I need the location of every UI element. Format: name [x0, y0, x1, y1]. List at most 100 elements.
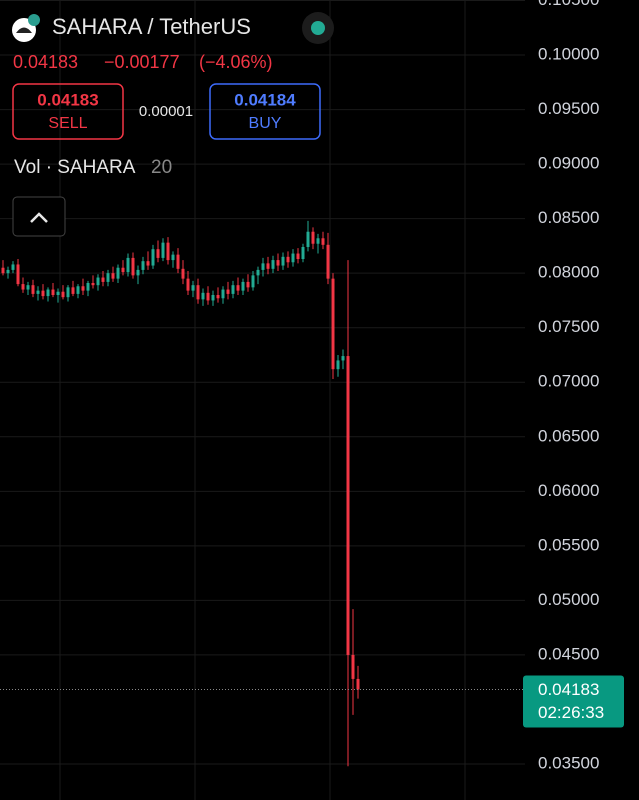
candle-body — [161, 242, 165, 258]
candle-body — [201, 292, 205, 300]
candle-body — [41, 290, 45, 297]
chevron-up — [30, 212, 48, 223]
candle-body — [336, 360, 340, 370]
candle-body — [16, 264, 20, 285]
countdown: 02:26:33 — [538, 703, 604, 722]
candle-body — [316, 238, 320, 244]
last-price-label: 0.04183 — [538, 680, 599, 699]
candle-body — [271, 260, 275, 269]
candle-body — [36, 290, 40, 294]
candle-body — [176, 254, 180, 269]
candle-body — [186, 278, 190, 291]
candle-body — [101, 277, 105, 282]
candle-body — [341, 356, 345, 361]
candle-body — [356, 678, 360, 690]
candle-body — [171, 254, 175, 261]
candle-body — [156, 249, 160, 258]
buy-price: 0.04184 — [234, 90, 296, 109]
y-tick-label: 0.08000 — [538, 263, 599, 282]
market-status — [311, 21, 325, 35]
candle-body — [31, 285, 35, 294]
spread: 0.00001 — [139, 103, 193, 120]
candle-body — [111, 273, 115, 279]
coin-logo-mark — [16, 27, 32, 33]
candle-body — [91, 282, 95, 286]
candle-body — [311, 231, 315, 244]
last-price: 0.04183 — [13, 52, 78, 72]
exchange-badge — [28, 14, 40, 26]
buy-button[interactable] — [209, 83, 321, 140]
y-tick-label: 0.05000 — [538, 590, 599, 609]
candle-body — [231, 285, 235, 294]
candle-body — [81, 286, 85, 291]
candle-body — [86, 282, 90, 291]
candle-body — [251, 275, 255, 288]
y-tick-label: 0.07000 — [538, 372, 599, 391]
buy-label: BUY — [249, 115, 282, 132]
candle-body — [166, 242, 170, 261]
candles — [1, 220, 360, 767]
collapse-button[interactable] — [12, 196, 66, 237]
candle-body — [131, 257, 135, 276]
price-axis: 0.10500 0.10000 0.09500 0.09000 0.08500 0.080… — [0, 0, 624, 772]
candle-body — [351, 654, 355, 679]
y-tick-label: 0.10000 — [538, 45, 599, 64]
candle-body — [236, 285, 240, 291]
candle-body — [226, 289, 230, 294]
candle-body — [331, 278, 335, 370]
candle-body — [281, 256, 285, 266]
candle-body — [71, 287, 75, 294]
y-tick-label: 0.10500 — [538, 0, 599, 9]
candle-body — [6, 269, 10, 274]
candle-body — [106, 273, 110, 282]
candle-body — [196, 285, 200, 300]
y-tick-label: 0.05500 — [538, 535, 599, 554]
candle-body — [76, 286, 80, 294]
candle-body — [246, 281, 250, 288]
y-tick-label: 0.09000 — [538, 154, 599, 173]
candle-body — [276, 260, 280, 266]
last-price-box — [523, 675, 624, 728]
candle-body — [286, 256, 290, 263]
candle-body — [216, 294, 220, 299]
candle-body — [136, 269, 140, 276]
candle-body — [11, 264, 15, 270]
candle-body — [296, 253, 300, 260]
candle-body — [321, 238, 325, 245]
candle-body — [116, 267, 120, 279]
candle-body — [241, 281, 245, 291]
candle-body — [121, 267, 125, 273]
y-tick-label: 0.06000 — [538, 481, 599, 500]
y-tick-label: 0.07500 — [538, 317, 599, 336]
y-tick-label: 0.08500 — [538, 208, 599, 227]
candle-body — [26, 285, 30, 290]
candle-body — [191, 285, 195, 291]
candle-body — [66, 287, 70, 298]
candle-body — [1, 267, 5, 274]
candle-body — [46, 289, 50, 297]
candle-body — [301, 247, 305, 260]
change-pct: (−4.06%) — [199, 52, 273, 72]
candle-body — [306, 231, 310, 248]
candle-body — [21, 284, 25, 290]
sell-button[interactable] — [12, 83, 124, 140]
sell-price: 0.04183 — [37, 90, 98, 109]
y-tick-label: 0.03500 — [538, 753, 599, 772]
candle-body — [126, 257, 130, 273]
indicator-name: Vol · SAHARA — [14, 157, 136, 178]
candle-body — [221, 289, 225, 299]
sell-label: SELL — [48, 115, 87, 132]
candle-body — [206, 292, 210, 301]
candle-body — [211, 294, 215, 301]
candle-body — [261, 263, 265, 270]
y-tick-label: 0.04500 — [538, 644, 599, 663]
candle-body — [51, 289, 55, 295]
grid — [0, 0, 525, 800]
candle-body — [146, 261, 150, 266]
candle-body — [56, 291, 60, 295]
candle-body — [96, 277, 100, 286]
candle-body — [181, 268, 185, 279]
symbol[interactable]: SAHARA / TetherUS — [52, 14, 251, 39]
indicator-length: 20 — [151, 157, 172, 178]
